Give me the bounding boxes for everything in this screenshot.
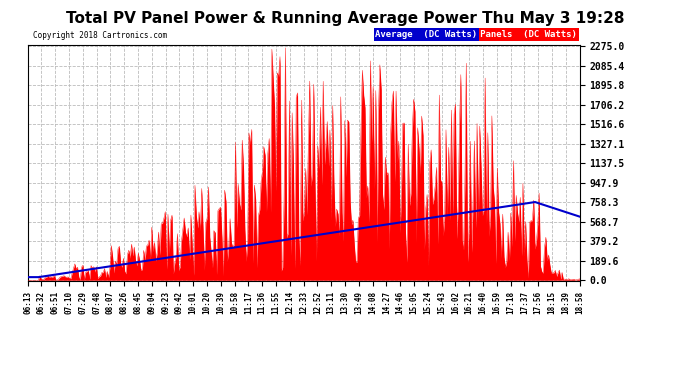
Text: PV Panels  (DC Watts): PV Panels (DC Watts): [464, 30, 577, 39]
Text: Total PV Panel Power & Running Average Power Thu May 3 19:28: Total PV Panel Power & Running Average P…: [66, 11, 624, 26]
Text: Average  (DC Watts): Average (DC Watts): [375, 30, 477, 39]
Text: Copyright 2018 Cartronics.com: Copyright 2018 Cartronics.com: [33, 31, 167, 40]
